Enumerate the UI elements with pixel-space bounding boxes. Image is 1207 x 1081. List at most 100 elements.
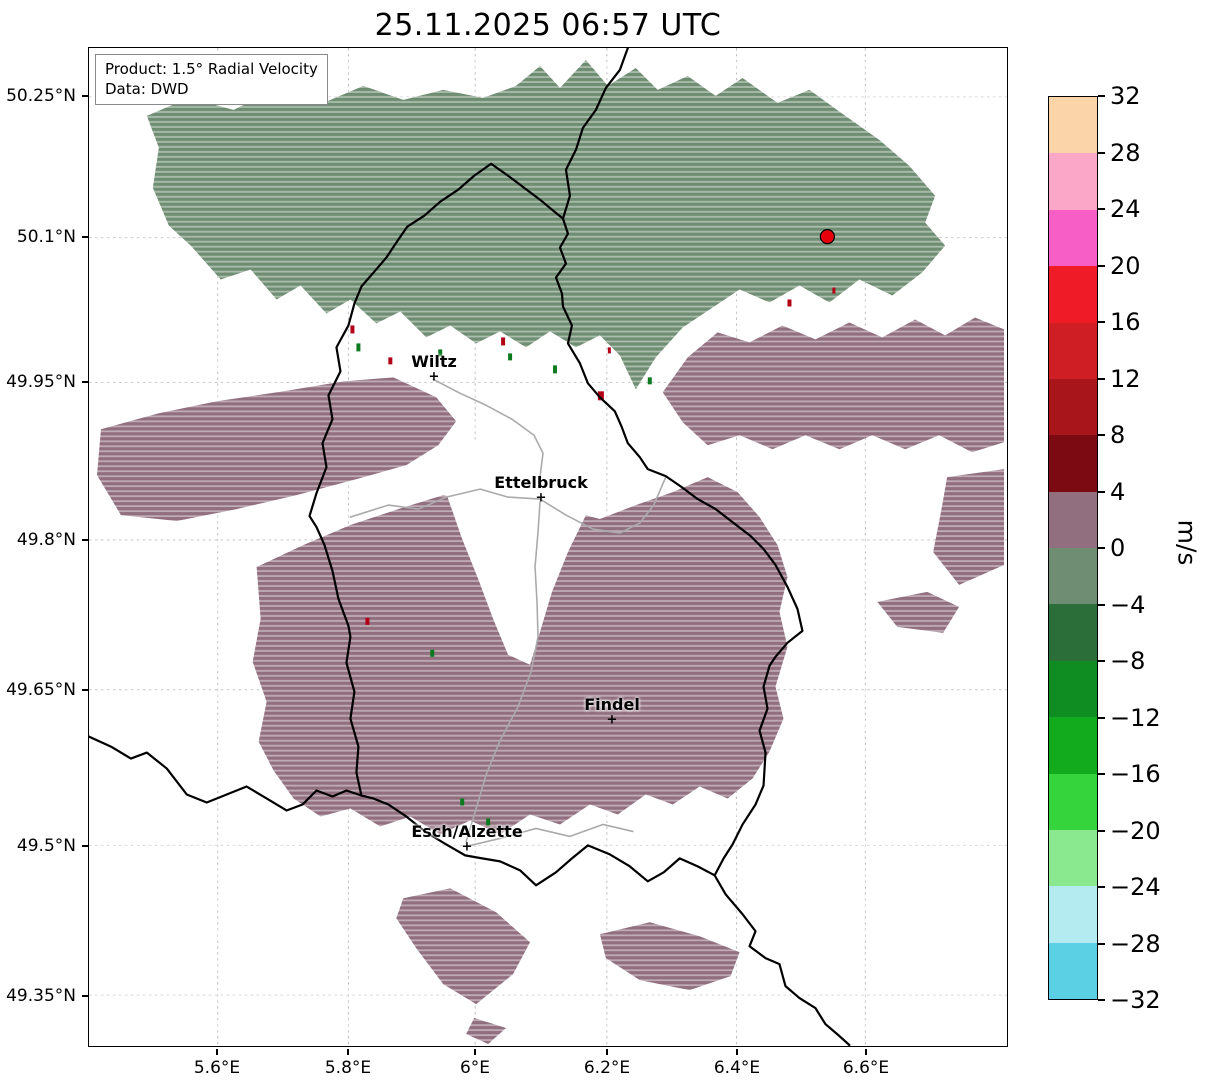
velocity-speck — [365, 617, 370, 625]
velocity-speck — [486, 818, 491, 826]
velocity-speck — [647, 377, 652, 385]
colorbar-band — [1049, 153, 1097, 210]
river — [349, 476, 667, 534]
velocity-speck — [607, 347, 611, 354]
border-line — [89, 735, 363, 812]
velocity-speck — [597, 391, 604, 401]
colorbar-band — [1049, 942, 1097, 999]
colorbar-tick-label: −16 — [1110, 760, 1161, 788]
velocity-speck — [430, 649, 435, 657]
longitude-tick-label: 6.2°E — [583, 1057, 631, 1078]
latitude-tick-label: 49.65°N — [6, 680, 76, 700]
colorbar-tick-mark — [1098, 208, 1105, 210]
velocity-speck — [350, 325, 355, 334]
country-borders — [89, 48, 851, 1046]
longitude-tick-mark — [736, 1048, 738, 1055]
city-marker-findel: + — [606, 712, 618, 728]
longitude-tick-label: 5.6°E — [193, 1057, 241, 1078]
city-label-findel: Findel — [584, 695, 640, 714]
longitude-tick-mark — [216, 1048, 218, 1055]
colorbar-tick-mark — [1098, 490, 1105, 493]
colorbar-bands — [1048, 96, 1098, 1000]
colorbar-tick-label: −12 — [1110, 703, 1161, 732]
border-line — [561, 48, 629, 220]
colorbar-band — [1049, 322, 1097, 379]
rivers — [349, 378, 667, 848]
colorbar-band — [1049, 717, 1097, 774]
velocity-speck — [501, 337, 506, 346]
latitude-tick-mark — [82, 95, 88, 97]
colorbar-band — [1049, 548, 1097, 605]
colorbar-tick-label: 0 — [1110, 534, 1126, 562]
data-source-label: Data: DWD — [105, 80, 189, 99]
colorbar-tick-mark — [1098, 434, 1105, 436]
velocity-speck — [460, 798, 465, 806]
river — [465, 823, 634, 848]
colorbar-tick-label: −24 — [1110, 873, 1161, 901]
radar-map-svg — [89, 48, 1007, 1046]
radar-site-dot — [819, 229, 835, 245]
colorbar-tick-mark — [1098, 95, 1105, 97]
colorbar-tick-mark — [1098, 151, 1105, 154]
colorbar-tick-label: 8 — [1110, 421, 1126, 449]
colorbar-band — [1049, 266, 1097, 323]
colorbar-band — [1049, 773, 1097, 830]
velocity-speck — [388, 357, 393, 365]
latitude-tick-label: 49.95°N — [6, 372, 76, 392]
colorbar-tick-label: −32 — [1110, 986, 1161, 1014]
city-marker-esch-alzette: + — [461, 839, 473, 855]
latitude-tick-mark — [82, 381, 88, 383]
plot-title: 25.11.2025 06:57 UTC — [374, 8, 722, 43]
luxembourg-border — [308, 162, 804, 887]
latitude-tick-mark — [82, 845, 88, 847]
city-label-ettelbruck: Ettelbruck — [494, 473, 588, 492]
latitude-tick-label: 49.8°N — [16, 530, 76, 550]
longitude-tick-label: 5.8°E — [324, 1057, 372, 1078]
longitude-axis: 5.6°E 5.8°E 6°E 6.2°E 6.4°E 6.6°E — [88, 1048, 1008, 1081]
velocity-speck — [787, 299, 792, 307]
longitude-tick-label: 6.4°E — [713, 1057, 761, 1078]
city-label-wiltz: Wiltz — [411, 352, 457, 371]
colorbar-tick-label: 32 — [1110, 82, 1141, 110]
colorbar-tick-mark — [1098, 716, 1105, 719]
city-marker-wiltz: + — [428, 369, 440, 385]
colorbar-tick-mark — [1098, 942, 1105, 945]
longitude-tick-mark — [474, 1048, 476, 1055]
map-plot-area: Product: 1.5° Radial Velocity Data: DWD … — [88, 47, 1008, 1047]
latitude-axis: 50.25°N 50.1°N 49.95°N 49.8°N 49.65°N 49.5°N 4… — [0, 47, 88, 1047]
colorbar-tick-label: 24 — [1110, 195, 1141, 223]
colorbar-band — [1049, 491, 1097, 548]
colorbar-tick-mark — [1098, 603, 1105, 606]
velocity-speck — [832, 287, 836, 294]
colorbar-tick-label: 12 — [1110, 364, 1141, 393]
colorbar-tick-mark — [1098, 660, 1105, 662]
river — [432, 378, 544, 478]
latitude-tick-label: 50.1°N — [16, 227, 76, 247]
longitude-tick-label: 6°E — [459, 1057, 491, 1078]
colorbar-tick-mark — [1098, 547, 1105, 549]
velocity-speck — [552, 365, 557, 374]
colorbar-band — [1049, 435, 1097, 492]
colorbar-tick-label: 4 — [1110, 477, 1126, 506]
longitude-tick-mark — [865, 1048, 867, 1055]
colorbar-tick-mark — [1098, 773, 1105, 775]
colorbar-tick-label: −8 — [1110, 647, 1146, 675]
colorbar-tick-label: −28 — [1110, 929, 1161, 958]
colorbar-tick-mark — [1098, 999, 1105, 1001]
latitude-tick-mark — [82, 539, 88, 541]
longitude-tick-label: 6.6°E — [842, 1057, 890, 1078]
colorbar-band — [1049, 604, 1097, 661]
river — [465, 501, 541, 843]
latitude-tick-mark — [82, 236, 88, 238]
border-line — [713, 874, 851, 1046]
colorbar-tick-label: 20 — [1110, 251, 1141, 280]
city-label-esch-alzette: Esch/Alzette — [411, 822, 523, 841]
city-marker-ettelbruck: + — [535, 490, 547, 506]
latitude-tick-mark — [82, 689, 88, 691]
colorbar-tick-mark — [1098, 829, 1105, 832]
colorbar-band — [1049, 886, 1097, 943]
longitude-tick-mark — [606, 1048, 608, 1055]
colorbar-tick-mark — [1098, 264, 1105, 267]
radar-speckles-red — [350, 287, 836, 625]
